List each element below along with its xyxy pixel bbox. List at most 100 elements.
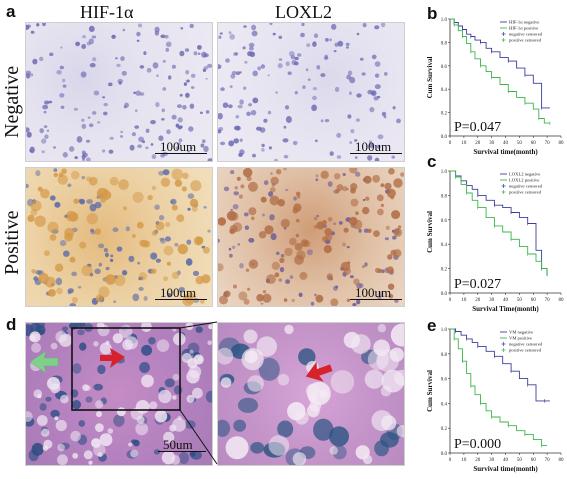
cell-nucleus xyxy=(93,383,103,391)
x-axis-label: Survival Time(month) xyxy=(472,305,539,313)
cell-nucleus xyxy=(189,23,194,29)
stain-spot xyxy=(330,370,355,394)
cell-nucleus xyxy=(346,46,349,49)
cell-nucleus xyxy=(102,149,106,153)
cell-nucleus xyxy=(312,95,317,101)
stain-spot xyxy=(342,242,346,247)
stain-spot xyxy=(181,186,187,192)
y-tick-label: 1.0 xyxy=(441,328,448,333)
stain-spot xyxy=(191,206,198,212)
x-tick-label: 50 xyxy=(517,458,523,463)
stain-spot xyxy=(387,283,395,290)
cell-nucleus xyxy=(289,275,294,279)
cell-nucleus xyxy=(175,146,180,151)
cell-nucleus xyxy=(44,134,49,139)
cell-nucleus xyxy=(313,33,319,38)
y-tick-label: 0.8 xyxy=(441,194,448,199)
cell-nucleus xyxy=(82,35,86,39)
cell-nucleus xyxy=(283,125,287,129)
stain-spot xyxy=(308,393,317,402)
scale-bar-pos-right xyxy=(350,299,402,300)
micrograph-hif-positive xyxy=(25,167,213,307)
cell-nucleus xyxy=(56,70,62,75)
cell-nucleus xyxy=(76,136,83,143)
stain-spot xyxy=(387,254,393,260)
x-tick-label: 10 xyxy=(461,141,467,146)
cell-nucleus xyxy=(164,378,175,388)
cell-nucleus xyxy=(87,116,91,119)
cell-nucleus xyxy=(203,206,207,209)
stain-spot xyxy=(48,289,56,297)
stain-spot xyxy=(315,294,324,303)
cell-nucleus xyxy=(86,199,93,204)
cell-nucleus xyxy=(263,118,268,123)
cell-nucleus xyxy=(103,111,108,116)
stain-spot xyxy=(102,190,112,200)
stain-spot xyxy=(270,187,276,193)
cell-nucleus xyxy=(67,183,72,188)
cell-nucleus xyxy=(361,72,366,76)
cell-nucleus xyxy=(218,64,222,70)
cell-nucleus xyxy=(137,144,142,148)
stain-spot xyxy=(72,452,79,459)
stain-spot xyxy=(57,443,65,452)
cell-nucleus xyxy=(192,270,200,276)
cell-nucleus xyxy=(383,115,387,119)
stain-spot xyxy=(97,452,103,457)
stain-spot xyxy=(256,336,277,357)
cell-nucleus xyxy=(369,107,375,113)
stain-spot xyxy=(171,204,178,211)
cell-nucleus xyxy=(174,242,179,247)
stain-spot xyxy=(55,419,67,432)
cell-nucleus xyxy=(185,70,190,75)
cell-nucleus xyxy=(92,57,97,62)
stain-spot xyxy=(43,439,53,449)
stain-spot xyxy=(342,186,348,192)
stain-spot xyxy=(37,394,42,399)
cell-nucleus xyxy=(201,51,207,58)
cell-nucleus xyxy=(207,63,212,68)
stain-spot xyxy=(50,342,58,350)
stain-spot xyxy=(380,183,385,188)
cell-nucleus xyxy=(187,193,195,199)
stain-spot xyxy=(40,188,50,199)
legend-entry: LOXL2 negative xyxy=(509,172,540,177)
stain-spot xyxy=(294,255,304,265)
cell-nucleus xyxy=(103,103,108,107)
cell-nucleus xyxy=(108,82,113,87)
stain-spot xyxy=(99,342,112,355)
stain-spot xyxy=(109,176,119,186)
stain-spot xyxy=(373,339,390,357)
cell-nucleus xyxy=(278,58,283,61)
cell-nucleus xyxy=(39,128,44,134)
stain-spot xyxy=(151,185,157,191)
cell-nucleus xyxy=(235,71,241,76)
y-tick-label: 0.0 xyxy=(441,452,448,457)
stain-spot xyxy=(141,374,154,388)
stain-spot xyxy=(355,211,359,215)
cell-nucleus xyxy=(285,116,292,123)
cell-nucleus xyxy=(158,170,165,176)
stain-spot xyxy=(247,287,251,291)
stain-spot xyxy=(348,216,358,226)
cell-nucleus xyxy=(306,249,313,256)
stain-spot xyxy=(177,243,188,255)
cell-nucleus xyxy=(79,342,87,351)
stain-spot xyxy=(163,276,168,282)
cell-nucleus xyxy=(161,118,165,121)
cell-nucleus xyxy=(122,270,128,276)
y-tick-label: 0.4 xyxy=(441,88,448,93)
cell-nucleus xyxy=(195,326,203,333)
cell-nucleus xyxy=(260,64,266,69)
cell-nucleus xyxy=(26,70,32,75)
cell-nucleus xyxy=(228,104,233,109)
cell-nucleus xyxy=(314,293,317,297)
cell-nucleus xyxy=(86,157,91,161)
cell-nucleus xyxy=(102,96,106,99)
stain-spot xyxy=(172,373,180,381)
cell-nucleus xyxy=(146,67,152,73)
stain-spot xyxy=(386,188,396,198)
cell-nucleus xyxy=(134,125,139,129)
cell-nucleus xyxy=(120,56,125,61)
stain-spot xyxy=(299,271,308,280)
